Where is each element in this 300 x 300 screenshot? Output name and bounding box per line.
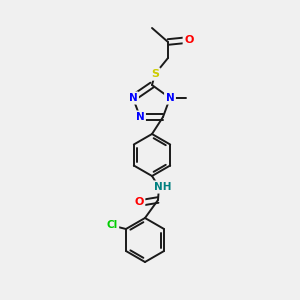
Text: N: N — [136, 112, 144, 122]
Text: N: N — [166, 93, 174, 103]
Text: NH: NH — [154, 182, 172, 192]
Text: S: S — [151, 69, 159, 79]
Text: N: N — [129, 93, 137, 103]
Text: O: O — [134, 197, 144, 207]
Text: O: O — [184, 35, 194, 45]
Text: Cl: Cl — [106, 220, 118, 230]
